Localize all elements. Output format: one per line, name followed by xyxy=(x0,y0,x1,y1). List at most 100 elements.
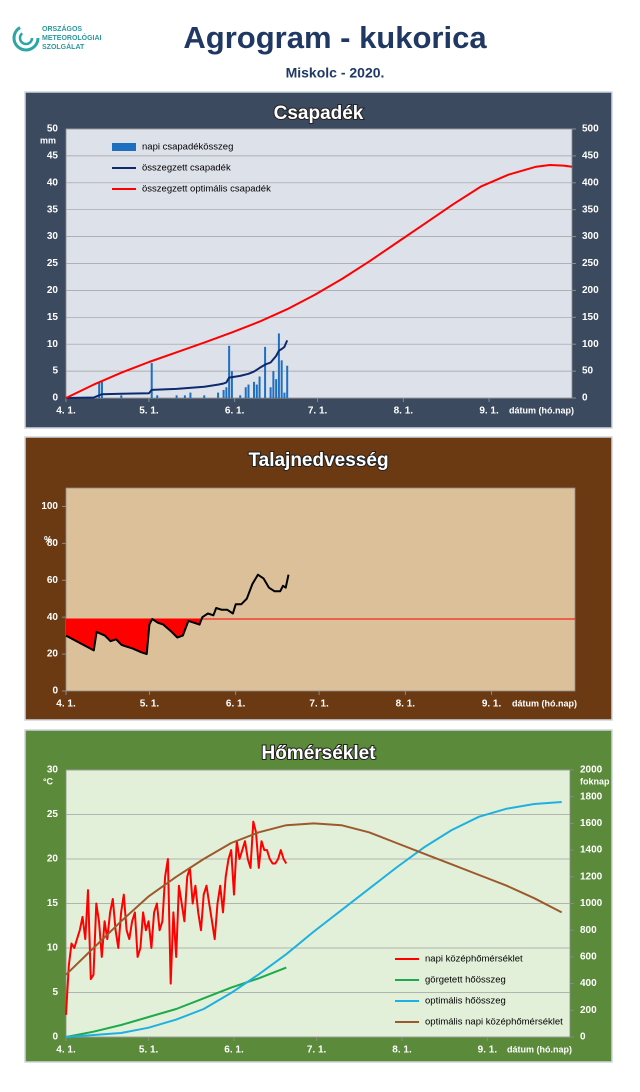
chart-title: Hőmérséklet xyxy=(261,743,376,764)
y2-tick-label: 100 xyxy=(582,339,599,350)
y2-tick-label: 450 xyxy=(582,151,599,162)
y2-tick-label: 400 xyxy=(582,177,599,188)
bar xyxy=(222,389,225,398)
x-tick-label: 7. 1. xyxy=(309,699,329,710)
legend-swatch xyxy=(112,143,136,151)
y-tick-label: 15 xyxy=(47,898,59,909)
y-tick-label: 45 xyxy=(47,151,59,162)
y-tick-label: 20 xyxy=(47,854,59,865)
bar xyxy=(277,333,280,398)
page-subtitle: Miskolc - 2020. xyxy=(286,65,385,81)
x-tick-label: 5. 1. xyxy=(139,1045,159,1056)
x-tick-label: 8. 1. xyxy=(392,1045,412,1056)
y2-tick-label: 0 xyxy=(580,1032,586,1043)
bar xyxy=(98,381,101,398)
bar xyxy=(244,387,247,398)
x-tick-label: 7. 1. xyxy=(307,1045,327,1056)
y-unit: mm xyxy=(40,135,56,145)
y-tick-label: 30 xyxy=(47,765,59,776)
bar xyxy=(120,395,123,398)
bar xyxy=(253,381,256,398)
y-tick-label: 20 xyxy=(47,649,59,660)
y2-tick-label: 600 xyxy=(580,952,597,963)
line xyxy=(65,340,289,399)
bar xyxy=(175,395,178,398)
y2-tick-label: 0 xyxy=(582,393,588,404)
line xyxy=(65,164,573,399)
x-tick-label: 4. 1. xyxy=(56,1045,76,1056)
y-tick-label: 10 xyxy=(47,339,59,350)
bar xyxy=(150,363,153,398)
y-tick-label: 35 xyxy=(47,204,59,215)
bar xyxy=(255,384,258,398)
x-tick-label: 8. 1. xyxy=(394,406,414,417)
y2-tick-label: 1000 xyxy=(580,898,603,909)
legend-label: napi középhőmérséklet xyxy=(425,954,523,965)
x-tick-label: 5. 1. xyxy=(140,699,160,710)
y2-tick-label: 2000 xyxy=(580,765,603,776)
bar xyxy=(283,392,286,398)
y-tick-label: 100 xyxy=(41,501,58,512)
logo: ORSZÁGOS METEOROLÓGIAI SZOLGÁLAT xyxy=(12,24,102,52)
bar xyxy=(264,346,267,398)
plot-area xyxy=(65,487,576,692)
y2-tick-label: 800 xyxy=(580,925,597,936)
bar xyxy=(228,345,231,398)
y-tick-label: 30 xyxy=(47,231,59,242)
y-tick-label: 5 xyxy=(52,987,58,998)
logo-text: ORSZÁGOS xyxy=(42,24,82,33)
y2-tick-label: 1200 xyxy=(580,871,603,882)
x-tick-label: 8. 1. xyxy=(396,699,416,710)
y-tick-label: 15 xyxy=(47,312,59,323)
line xyxy=(65,820,288,1015)
y2-tick-label: 150 xyxy=(582,312,599,323)
y-tick-label: 60 xyxy=(47,575,59,586)
y-tick-label: 40 xyxy=(47,177,59,188)
chart-title: Talajnedvesség xyxy=(248,450,388,471)
y2-tick-label: 350 xyxy=(582,204,599,215)
bar xyxy=(286,365,289,398)
x-tick-label: 5. 1. xyxy=(139,406,159,417)
legend-label: napi csapadékösszeg xyxy=(142,142,233,153)
y-tick-label: 80 xyxy=(47,538,59,549)
x-tick-label: 9. 1. xyxy=(479,406,499,417)
y2-tick-label: 400 xyxy=(580,978,597,989)
x-tick-label: 4. 1. xyxy=(56,406,76,417)
y-unit: % xyxy=(44,534,52,544)
bar xyxy=(156,395,159,398)
y-tick-label: 0 xyxy=(52,686,58,697)
y2-tick-label: 300 xyxy=(582,231,599,242)
legend-label: optimális napi középhőmérséklet xyxy=(425,1017,563,1028)
page-title: Agrogram - kukorica xyxy=(183,20,487,55)
y-tick-label: 0 xyxy=(52,1032,58,1043)
logo-mark xyxy=(18,30,34,46)
y-unit: °C xyxy=(43,776,54,786)
y-tick-label: 25 xyxy=(47,809,59,820)
line xyxy=(65,801,562,1038)
line xyxy=(65,822,563,976)
bar xyxy=(217,392,220,398)
x-tick-label: 4. 1. xyxy=(56,699,76,710)
x-tick-label: 9. 1. xyxy=(478,1045,498,1056)
y-tick-label: 10 xyxy=(47,943,59,954)
logo-text: METEOROLÓGIAI xyxy=(42,33,102,42)
y2-tick-label: 1600 xyxy=(580,818,603,829)
y2-tick-label: 1800 xyxy=(580,791,603,802)
legend-label: összegzett csapadék xyxy=(142,163,231,174)
x-axis-label: dátum (hó.nap) xyxy=(512,698,577,708)
y2-tick-label: 50 xyxy=(582,366,594,377)
y2-tick-label: 200 xyxy=(582,285,599,296)
y-tick-label: 5 xyxy=(52,366,58,377)
bar xyxy=(100,381,103,398)
x-tick-label: 9. 1. xyxy=(482,699,502,710)
logo-text: SZOLGÁLAT xyxy=(42,42,85,51)
legend-label: görgetett hőösszeg xyxy=(425,975,506,986)
y2-tick-label: 200 xyxy=(580,1005,597,1016)
bar xyxy=(203,395,206,398)
y-tick-label: 50 xyxy=(47,124,59,135)
legend-label: összegzett optimális csapadék xyxy=(142,184,271,195)
y2-tick-label: 1400 xyxy=(580,845,603,856)
x-tick-label: 6. 1. xyxy=(225,406,245,417)
bar xyxy=(230,371,233,398)
bar xyxy=(239,395,242,398)
